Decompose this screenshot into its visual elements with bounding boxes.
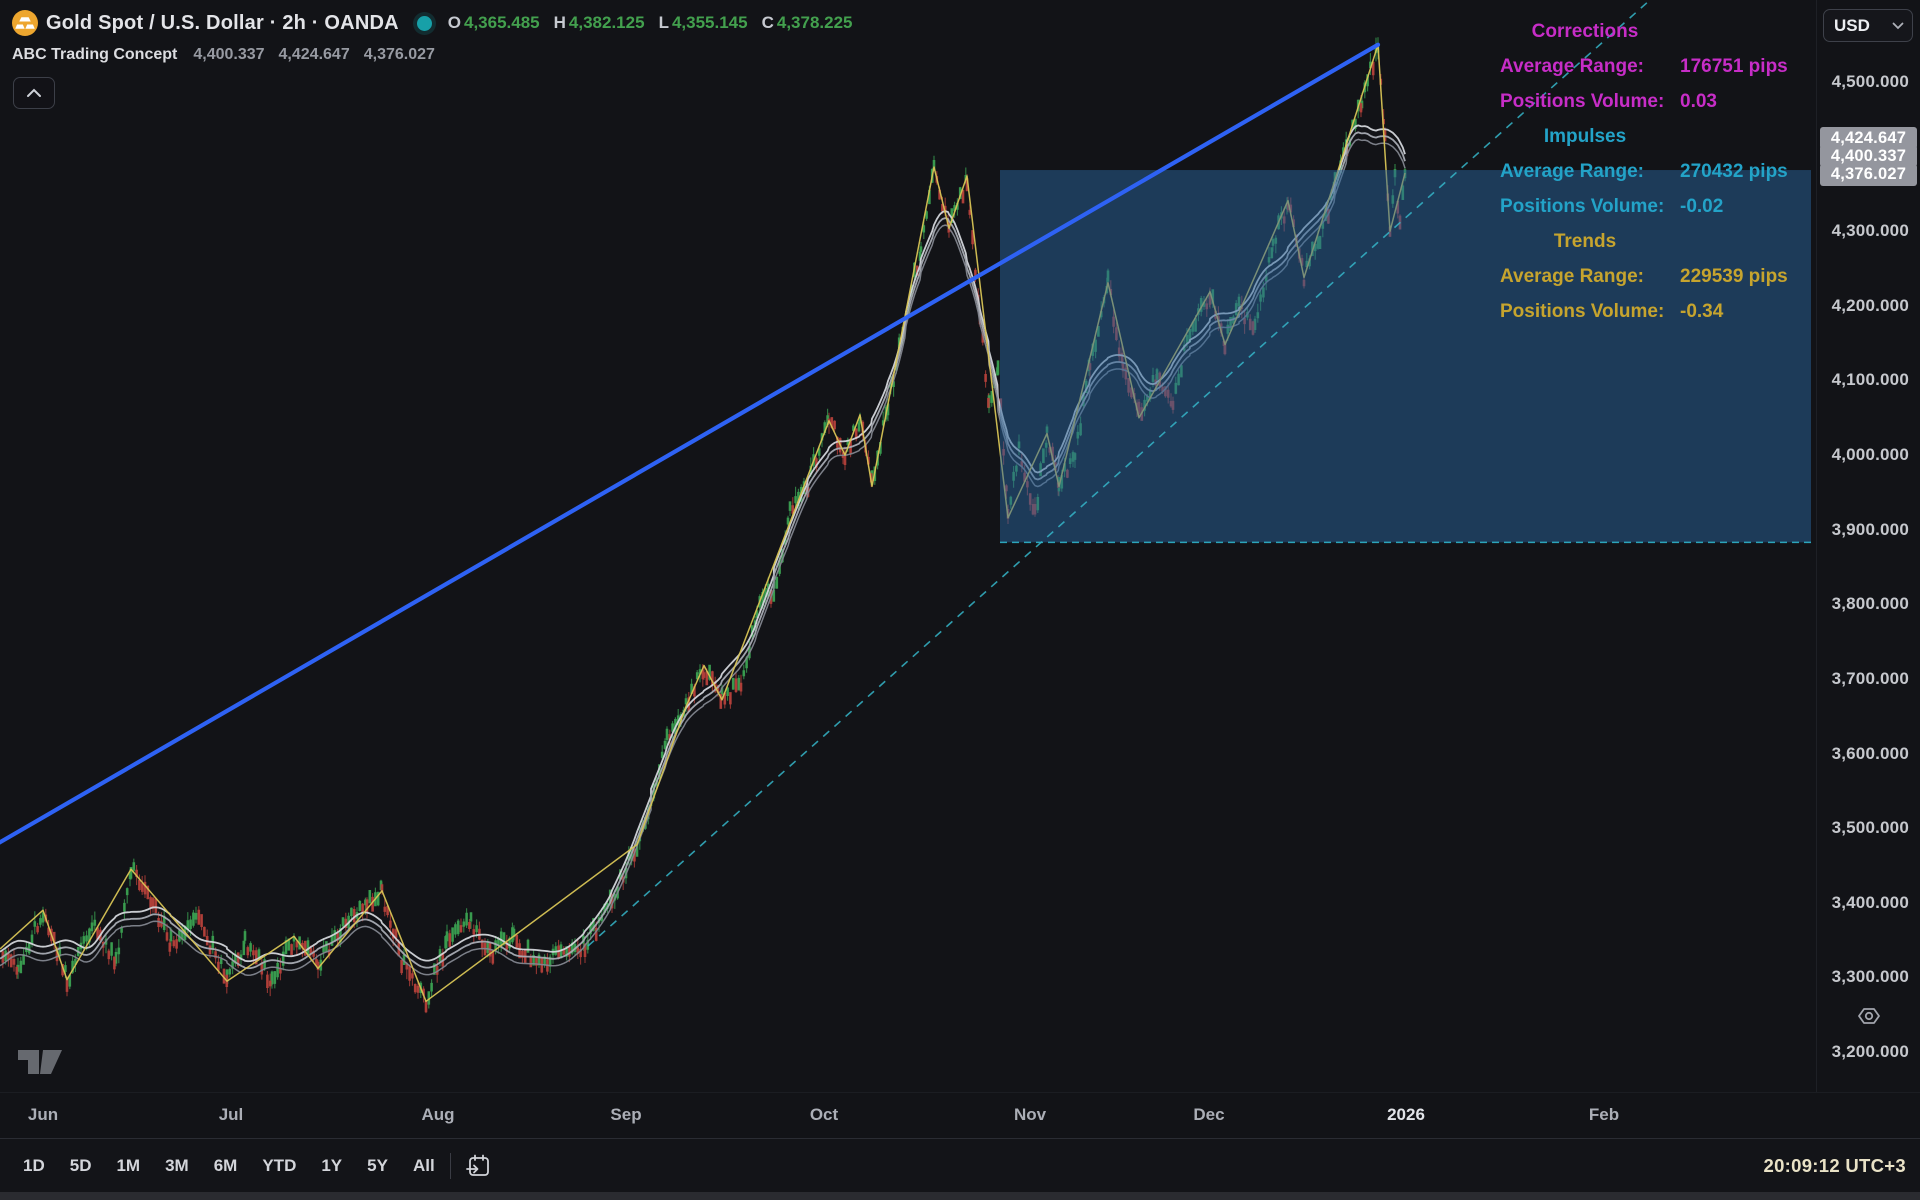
go-to-date-button[interactable] bbox=[461, 1149, 495, 1183]
stats-label: Average Range: bbox=[1500, 266, 1644, 287]
price-tick: 3,600.000 bbox=[1831, 743, 1909, 763]
stats-section-title: Corrections bbox=[1531, 21, 1639, 42]
stats-label: Positions Volume: bbox=[1500, 196, 1665, 217]
symbol-title[interactable]: Gold Spot / U.S. Dollar · 2h · OANDA bbox=[46, 11, 399, 34]
indicator-name[interactable]: ABC Trading Concept bbox=[12, 46, 178, 63]
range-button-5y[interactable]: 5Y bbox=[367, 1156, 388, 1175]
ohlc-l: L 4,355.145 bbox=[658, 13, 748, 32]
gold-symbol-icon bbox=[12, 10, 38, 36]
price-tick: 3,900.000 bbox=[1831, 519, 1909, 539]
range-button-6m[interactable]: 6M bbox=[213, 1156, 238, 1175]
time-tick: Sep bbox=[610, 1105, 642, 1124]
stats-section-title: Impulses bbox=[1543, 126, 1627, 147]
price-tick: 3,800.000 bbox=[1831, 594, 1909, 614]
time-tick: Jul bbox=[218, 1105, 244, 1124]
price-tick: 4,200.000 bbox=[1831, 295, 1909, 315]
stats-value: -0.34 bbox=[1680, 301, 1724, 322]
axis-settings-gear-icon[interactable] bbox=[1857, 1004, 1881, 1028]
time-tick: Oct bbox=[809, 1105, 839, 1124]
price-badge: 4,424.647 bbox=[1820, 127, 1917, 150]
stats-section-title: Trends bbox=[1553, 231, 1617, 252]
price-tick: 4,300.000 bbox=[1831, 221, 1909, 241]
time-tick: Jun bbox=[27, 1105, 59, 1124]
time-tick: 2026 bbox=[1387, 1105, 1425, 1124]
stats-label: Positions Volume: bbox=[1500, 91, 1665, 112]
ohlc-o: O 4,365.485 bbox=[447, 13, 540, 32]
stats-value: 176751 pips bbox=[1680, 56, 1788, 77]
indicator-values: 4,400.337 4,424.647 4,376.027 bbox=[193, 46, 435, 64]
bottom-scroll-strip[interactable] bbox=[0, 1192, 1920, 1200]
stats-value: 0.03 bbox=[1680, 91, 1717, 112]
range-button-5d[interactable]: 5D bbox=[69, 1156, 92, 1175]
time-tick: Nov bbox=[1013, 1105, 1047, 1124]
indicator-value: 4,400.337 bbox=[193, 46, 265, 63]
time-tick: Aug bbox=[421, 1105, 455, 1124]
calendar-icon bbox=[465, 1154, 489, 1176]
price-badge: 4,376.027 bbox=[1820, 163, 1917, 186]
currency-label: USD bbox=[1834, 15, 1870, 35]
ohlc-h: H 4,382.125 bbox=[553, 13, 645, 32]
price-tick: 3,200.000 bbox=[1831, 1042, 1909, 1061]
range-button-1m[interactable]: 1M bbox=[116, 1156, 141, 1175]
chevron-up-icon bbox=[27, 88, 41, 97]
bottom-toolbar: 1D 5D 1M 3M 6M YTD 1Y 5Y All 20:09:12 UTC+3 bbox=[0, 1138, 1920, 1193]
legend-collapse-button[interactable] bbox=[13, 77, 55, 109]
time-tick: Feb bbox=[1588, 1105, 1620, 1124]
price-tick: 3,500.000 bbox=[1831, 818, 1909, 838]
indicator-value: 4,376.027 bbox=[363, 46, 435, 63]
currency-selector[interactable]: USD bbox=[1823, 9, 1913, 42]
stats-label: Average Range: bbox=[1500, 161, 1644, 182]
price-axis[interactable]: USD 4,500.0004,400.0004,300.0004,200.000… bbox=[1816, 0, 1920, 1092]
tradingview-logo[interactable] bbox=[17, 1049, 63, 1075]
session-clock[interactable]: 20:09:12 UTC+3 bbox=[1763, 1155, 1906, 1176]
time-axis[interactable]: Jun Jul Aug Sep Oct Nov Dec 2026 Feb bbox=[0, 1092, 1920, 1139]
stats-value: 229539 pips bbox=[1680, 266, 1788, 287]
price-tick: 3,400.000 bbox=[1831, 892, 1909, 912]
chart-legend: Gold Spot / U.S. Dollar · 2h · OANDA O 4,… bbox=[12, 8, 853, 66]
indicator-value: 4,424.647 bbox=[278, 46, 350, 63]
chevron-down-icon bbox=[1892, 22, 1904, 29]
price-tick: 3,300.000 bbox=[1831, 967, 1909, 987]
price-tick: 3,700.000 bbox=[1831, 668, 1909, 688]
ohlc-c: C 4,378.225 bbox=[761, 13, 853, 32]
price-tick: 4,100.000 bbox=[1831, 370, 1909, 390]
stats-value: -0.02 bbox=[1680, 196, 1724, 217]
toolbar-divider bbox=[449, 1153, 451, 1179]
stats-value: 270432 pips bbox=[1680, 161, 1788, 182]
time-tick: Dec bbox=[1193, 1105, 1225, 1124]
price-tick: 4,000.000 bbox=[1831, 445, 1909, 465]
market-status-dot bbox=[416, 15, 432, 31]
range-button-1d[interactable]: 1D bbox=[23, 1156, 45, 1175]
price-tick: 4,500.000 bbox=[1831, 72, 1909, 91]
range-buttons: 1D 5D 1M 3M 6M YTD 1Y 5Y All bbox=[14, 1151, 444, 1181]
stats-label: Average Range: bbox=[1500, 56, 1644, 77]
ohlc-values: O 4,365.485 H 4,382.125 L 4,355.145 C 4,378.225 bbox=[448, 13, 853, 33]
range-button-ytd[interactable]: YTD bbox=[262, 1156, 297, 1175]
price-badge: 4,400.337 bbox=[1820, 145, 1917, 168]
range-button-all[interactable]: All bbox=[412, 1156, 435, 1175]
range-button-1y[interactable]: 1Y bbox=[321, 1156, 343, 1175]
range-button-3m[interactable]: 3M bbox=[165, 1156, 189, 1175]
stats-label: Positions Volume: bbox=[1500, 301, 1665, 322]
